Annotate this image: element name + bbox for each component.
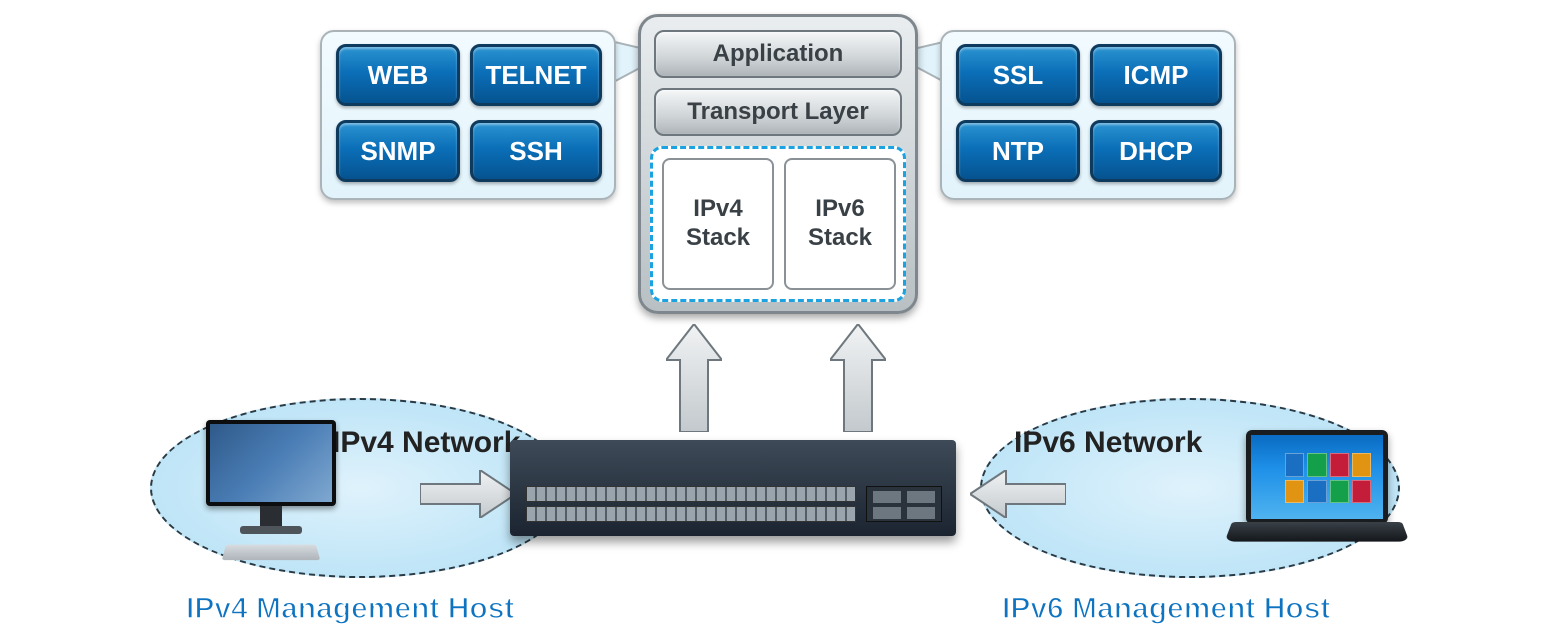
- proto-label: TELNET: [485, 60, 586, 91]
- ipv4-host-label: IPv4 Management Host: [186, 592, 514, 626]
- layer-label: Transport Layer: [687, 98, 868, 126]
- proto-dhcp: DHCP: [1090, 120, 1222, 182]
- proto-label: NTP: [992, 136, 1044, 167]
- layer-transport: Transport Layer: [654, 88, 902, 136]
- proto-label: SSL: [993, 60, 1044, 91]
- network-switch: [510, 440, 956, 536]
- ipv4-stack-cell: IPv4 Stack: [662, 158, 774, 290]
- ipv6-stack-cell: IPv6 Stack: [784, 158, 896, 290]
- desktop-computer: [206, 420, 336, 570]
- proto-icmp: ICMP: [1090, 44, 1222, 106]
- stack-cell-label: IPv4 Stack: [686, 195, 750, 253]
- arrow-ipv4-to-switch: [420, 470, 516, 518]
- proto-ssh: SSH: [470, 120, 602, 182]
- ipv4-network-label: IPv4 Network: [332, 426, 520, 460]
- proto-web: WEB: [336, 44, 460, 106]
- proto-label: DHCP: [1119, 136, 1193, 167]
- proto-ntp: NTP: [956, 120, 1080, 182]
- proto-label: SSH: [509, 136, 562, 167]
- arrow-up-left: [666, 324, 722, 432]
- proto-ssl: SSL: [956, 44, 1080, 106]
- layer-label: Application: [713, 40, 844, 68]
- proto-snmp: SNMP: [336, 120, 460, 182]
- proto-label: SNMP: [360, 136, 435, 167]
- proto-label: WEB: [368, 60, 429, 91]
- proto-telnet: TELNET: [470, 44, 602, 106]
- arrow-ipv6-to-switch: [970, 470, 1066, 518]
- proto-label: ICMP: [1124, 60, 1189, 91]
- layer-application: Application: [654, 30, 902, 78]
- stack-cell-label: IPv6 Stack: [808, 195, 872, 253]
- laptop-computer: [1232, 430, 1402, 570]
- arrow-up-right: [830, 324, 886, 432]
- ipv6-host-label: IPv6 Management Host: [1002, 592, 1330, 626]
- ipv6-network-label: IPv6 Network: [1014, 426, 1202, 460]
